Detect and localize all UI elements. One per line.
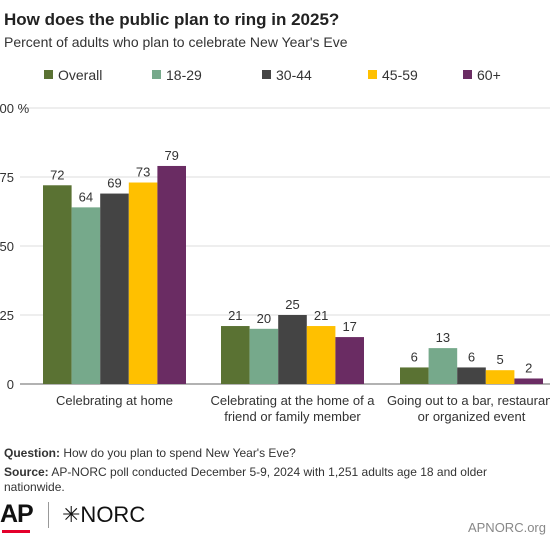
bar [71,207,101,384]
source-note: Source: AP-NORC poll conducted December … [4,465,544,495]
question-label: Question: [4,446,60,460]
bar [157,165,186,384]
y-tick-label: 50 [0,239,14,254]
legend-label: Overall [58,67,102,83]
legend-swatch [463,70,472,79]
bar-value-label: 73 [136,165,150,180]
bar-value-label: 13 [436,330,450,345]
chart-title: How does the public plan to ring in 2025… [4,10,340,29]
legend-label: 60+ [477,67,501,83]
bar-value-label: 25 [285,297,299,312]
legend-label: 18-29 [166,67,202,83]
bar-value-label: 21 [228,308,242,323]
bar [278,315,307,384]
bar-value-label: 6 [468,349,475,364]
bar [400,367,429,384]
bar-value-label: 64 [79,189,93,204]
question-note: Question: How do you plan to spend New Y… [4,446,544,461]
logo-divider [48,502,49,528]
y-tick-label: 0 [7,377,14,392]
bar-value-label: 72 [50,167,64,182]
source-text: AP-NORC poll conducted December 5-9, 202… [4,465,487,494]
bar-value-label: 6 [411,349,418,364]
y-tick-label: 25 [0,308,14,323]
bar [100,193,129,384]
y-tick-label: 100 % [0,101,30,116]
source-label: Source: [4,465,49,479]
bar [249,328,279,384]
question-text: How do you plan to spend New Year's Eve? [63,446,296,460]
legend-label: 30-44 [276,67,312,83]
site-url: APNORC.org [467,520,546,535]
bar-value-label: 2 [525,360,532,375]
y-tick-label: 75 [0,170,14,185]
bar [306,326,336,384]
x-category-label: friend or family member [224,409,361,424]
ap-logo-underline [2,530,30,533]
legend-label: 45-59 [382,67,418,83]
bar-value-label: 5 [496,352,503,367]
x-category-label: Celebrating at home [56,393,173,408]
chart-subtitle: Percent of adults who plan to celebrate … [4,34,348,50]
legend-swatch [262,70,271,79]
bar-value-label: 21 [314,308,328,323]
bar [457,367,486,384]
bar [514,378,543,384]
bar-value-label: 69 [107,176,121,191]
bar [128,182,158,384]
bar [335,337,364,384]
legend-swatch [44,70,53,79]
bar-value-label: 79 [164,148,178,163]
bar [43,185,72,384]
bar-chart: 0255075100 %Overall18-2930-4445-5960+726… [0,67,550,424]
bar [221,326,250,384]
legend-swatch [152,70,161,79]
x-category-label: Going out to a bar, restaurant [387,393,550,408]
ap-logo: AP [0,500,34,528]
x-category-label: Celebrating at the home of a [210,393,375,408]
x-category-label: or organized event [418,409,526,424]
bar-value-label: 20 [257,311,271,326]
norc-logo: ✳NORC [62,502,146,527]
legend-swatch [368,70,377,79]
bar [485,370,515,384]
bar-value-label: 17 [342,319,356,334]
bar [428,348,458,384]
